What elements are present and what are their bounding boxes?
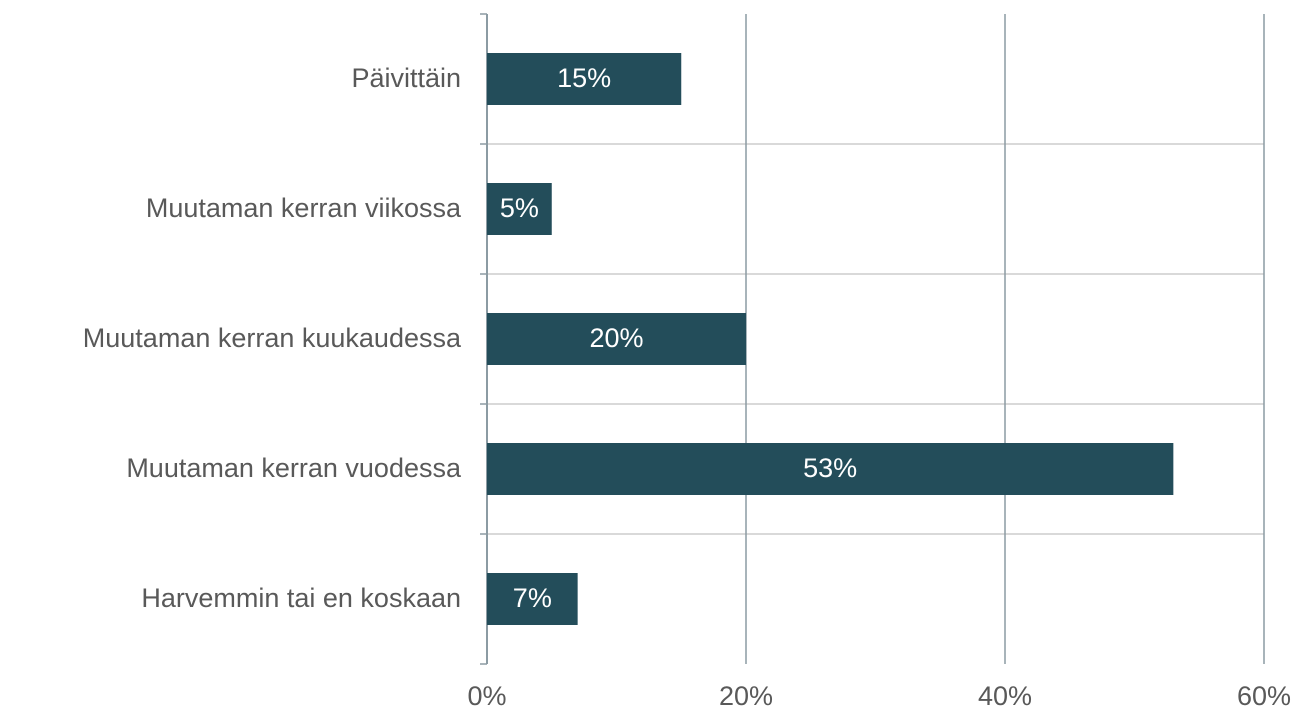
- x-tick-label: 40%: [978, 681, 1032, 711]
- y-tick-label: Harvemmin tai en koskaan: [141, 583, 461, 613]
- y-tick-label: Muutaman kerran kuukaudessa: [83, 323, 462, 353]
- data-label: 53%: [803, 453, 857, 483]
- x-tick-label: 0%: [467, 681, 506, 711]
- data-label: 15%: [557, 63, 611, 93]
- x-tick-label: 20%: [719, 681, 773, 711]
- y-tick-label: Muutaman kerran vuodessa: [126, 453, 462, 483]
- bar: [487, 443, 1174, 495]
- data-label: 20%: [589, 323, 643, 353]
- y-tick-label: Muutaman kerran viikossa: [146, 193, 462, 223]
- bar: [487, 183, 552, 235]
- x-tick-label: 60%: [1237, 681, 1291, 711]
- bar: [487, 573, 578, 625]
- y-tick-label: Päivittäin: [351, 63, 461, 93]
- data-label: 5%: [500, 193, 539, 223]
- data-label: 7%: [513, 583, 552, 613]
- bar: [487, 313, 746, 365]
- bar: [487, 53, 682, 105]
